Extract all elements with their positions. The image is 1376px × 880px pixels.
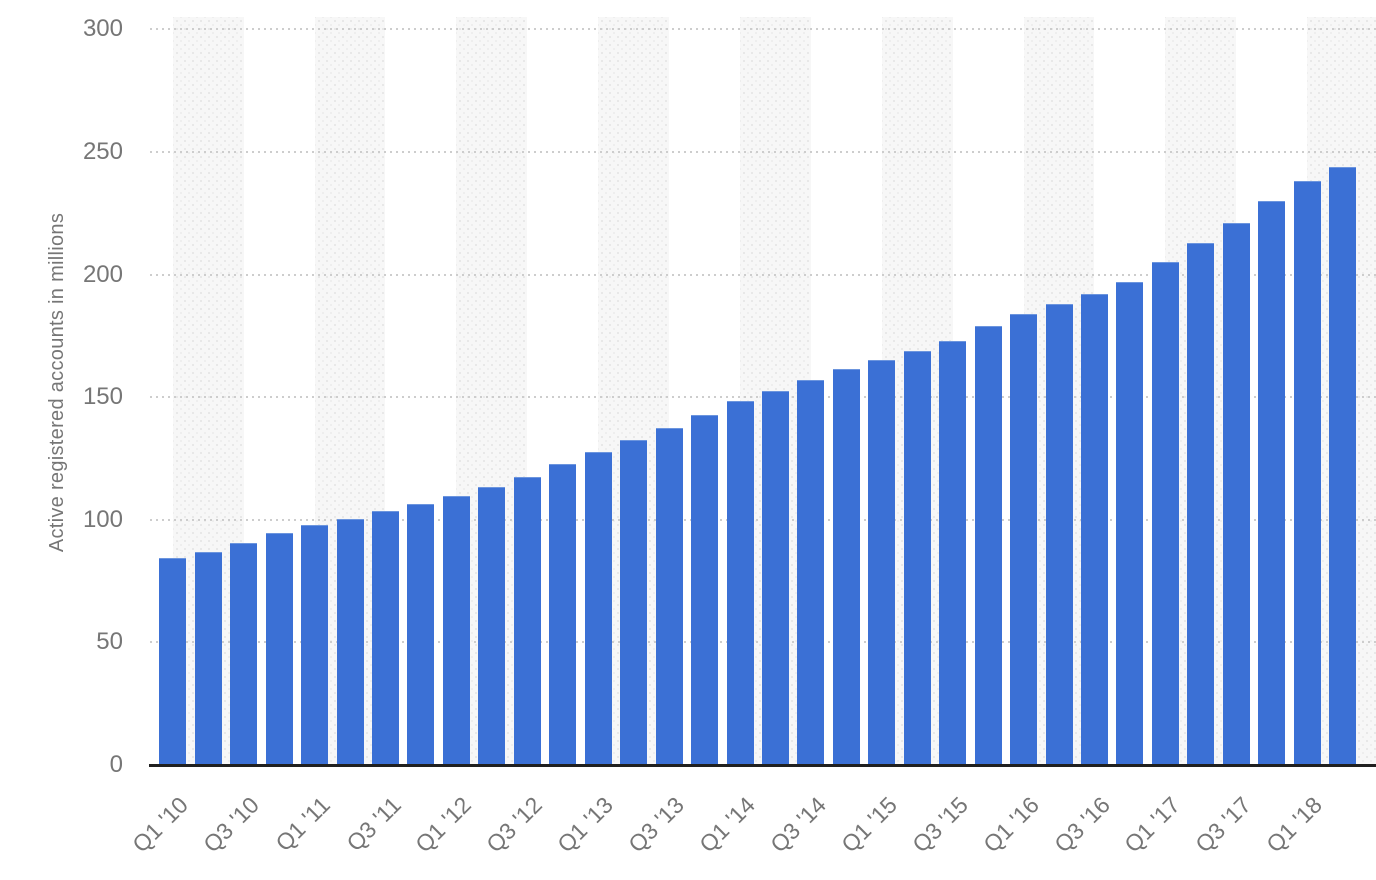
bar-q3-16[interactable] [1081, 294, 1108, 765]
bar-q3-17[interactable] [1222, 223, 1250, 765]
y-axis-tick-label: 50 [96, 628, 123, 656]
bar-q2-14[interactable] [761, 391, 789, 765]
gridline [150, 150, 1376, 153]
bar-q1-11[interactable] [301, 525, 329, 765]
bar-q4-15[interactable] [974, 326, 1002, 765]
gridline [150, 28, 1376, 31]
bar-q3-12[interactable] [513, 477, 541, 765]
y-axis-tick-label: 150 [82, 383, 123, 411]
bar-q4-17[interactable] [1258, 200, 1286, 765]
bar-q1-13[interactable] [584, 451, 612, 765]
bar-q1-12[interactable] [442, 495, 470, 765]
bar-q4-16[interactable] [1116, 281, 1144, 765]
bar-q4-13[interactable] [691, 415, 719, 765]
bar-q2-17[interactable] [1187, 242, 1215, 765]
bar-q1-10[interactable] [159, 558, 187, 765]
bar-q4-10[interactable] [265, 533, 293, 765]
bar-q2-15[interactable] [903, 350, 931, 765]
y-axis-tick-label: 0 [109, 751, 123, 778]
y-axis-tick-label: 100 [82, 505, 123, 533]
bar-q4-11[interactable] [407, 504, 435, 765]
bar-q1-18[interactable] [1293, 181, 1321, 765]
y-axis-tick-label: 250 [82, 137, 123, 165]
bar-q1-14[interactable] [726, 401, 754, 765]
bar-q4-12[interactable] [549, 464, 577, 765]
bar-q2-13[interactable] [620, 440, 648, 765]
bar-q3-15[interactable] [939, 340, 967, 765]
x-axis-line [149, 764, 1376, 767]
gridline [150, 273, 1376, 276]
bar-q1-15[interactable] [868, 359, 896, 765]
bar-q2-12[interactable] [478, 487, 506, 765]
bar-q2-16[interactable] [1045, 303, 1073, 765]
bar-q1-17[interactable] [1151, 262, 1179, 765]
bar-q2-11[interactable] [336, 519, 364, 765]
bar-q3-14[interactable] [797, 380, 825, 765]
y-axis-tick-label: 300 [82, 15, 123, 43]
bar-q4-14[interactable] [832, 368, 860, 765]
bar-q2-18[interactable] [1329, 166, 1357, 765]
bar-q2-10[interactable] [194, 551, 222, 765]
y-axis-tick-label: 200 [82, 260, 123, 288]
bar-q3-11[interactable] [372, 511, 399, 765]
bar-q3-13[interactable] [655, 428, 683, 765]
bar-q1-16[interactable] [1010, 313, 1038, 765]
bar-q3-10[interactable] [230, 543, 258, 765]
